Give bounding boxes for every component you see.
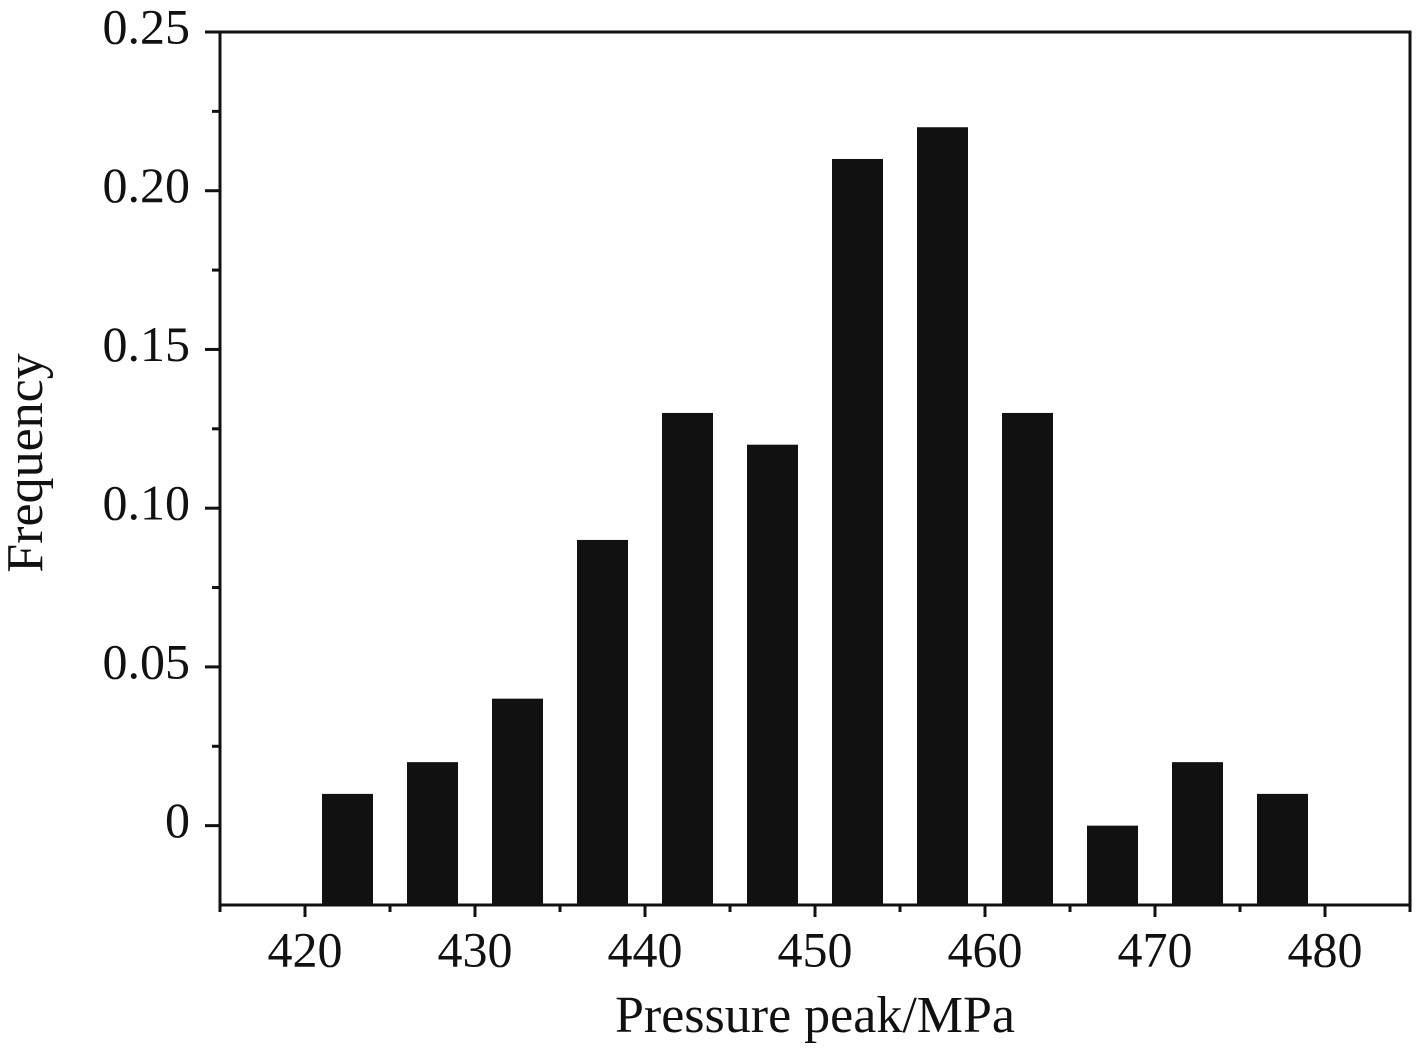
bar bbox=[1257, 793, 1308, 905]
y-tick-label: 0.15 bbox=[103, 316, 191, 372]
x-tick-label: 450 bbox=[778, 921, 853, 977]
bar bbox=[832, 158, 883, 905]
bar bbox=[577, 539, 628, 905]
y-tick-label: 0.05 bbox=[103, 633, 191, 689]
bar bbox=[1172, 762, 1223, 905]
bar bbox=[322, 793, 373, 905]
bar bbox=[662, 412, 713, 905]
bar bbox=[407, 762, 458, 905]
bar bbox=[492, 698, 543, 905]
bar bbox=[1087, 825, 1138, 905]
x-tick-label: 460 bbox=[948, 921, 1023, 977]
x-tick-label: 420 bbox=[268, 921, 343, 977]
x-tick-label: 440 bbox=[608, 921, 683, 977]
y-tick-label: 0.20 bbox=[103, 157, 191, 213]
y-axis-label: Frequency bbox=[0, 353, 54, 572]
x-tick-label: 480 bbox=[1288, 921, 1363, 977]
y-tick-label: 0 bbox=[165, 792, 190, 848]
bar bbox=[917, 127, 968, 905]
plot-frame bbox=[218, 30, 1412, 907]
y-tick-label: 0.10 bbox=[103, 475, 191, 531]
x-axis-label: Pressure peak/MPa bbox=[615, 987, 1015, 1044]
x-tick-label: 470 bbox=[1118, 921, 1193, 977]
bar bbox=[747, 444, 798, 905]
x-tick-label: 430 bbox=[438, 921, 513, 977]
y-tick-label: 0.25 bbox=[103, 0, 191, 54]
bar bbox=[1002, 412, 1053, 905]
